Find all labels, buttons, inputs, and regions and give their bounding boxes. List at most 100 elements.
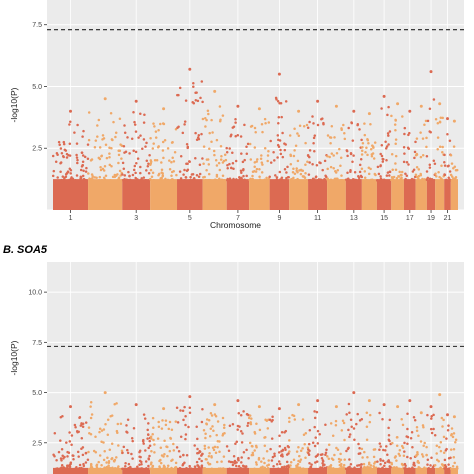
snp-point [248,441,252,445]
snp-point [358,419,362,422]
snp-point [243,123,246,127]
snp-point [398,448,402,452]
snp-point [446,165,450,168]
snp-point [377,172,381,176]
snp-point [93,146,97,149]
snp-point [203,447,207,450]
snp-point [214,451,218,455]
snp-point [391,441,394,445]
snp-point [275,178,279,181]
snp-point [435,458,439,462]
snp-point [152,142,155,145]
snp-point [214,159,218,162]
snp-point [307,451,310,455]
snp-point [222,426,226,430]
snp-point [179,154,183,158]
snp-point [413,156,416,160]
snp-point [316,453,320,456]
snp-point [425,145,428,149]
snp-point [139,134,142,137]
snp-point [232,455,236,458]
snp-point [101,138,104,141]
snp-point [414,454,418,458]
snp-point [400,444,404,448]
snp-point [80,466,83,470]
snp-point [248,414,252,417]
snp-point [429,464,432,467]
snp-point [424,119,428,123]
snp-point [197,451,200,455]
snp-point [360,167,364,170]
snp-point [277,122,280,125]
snp-point [114,135,117,139]
snp-point [57,450,61,454]
snp-point [298,169,301,172]
snp-point [263,147,267,150]
snp-point [106,418,110,421]
snp-point [250,453,254,457]
snp-point [122,178,125,182]
snp-point [215,173,219,177]
chromosome-20-points [434,102,445,210]
snp-point [240,441,244,444]
snp-point [139,165,142,169]
snp-point [318,433,321,436]
snp-point [196,464,200,467]
snp-point [362,462,366,466]
snp-point [432,179,436,182]
snp-point [278,445,282,448]
snp-point [348,433,352,436]
snp-point [255,167,259,171]
snp-point [351,139,355,142]
chromosome-4-dense-band [150,179,178,210]
snp-point [365,411,369,414]
snp-point [80,436,84,440]
snp-point [87,172,90,175]
snp-point [314,436,317,439]
snp-point [279,102,283,105]
snp-point [260,171,264,174]
snp-point [183,461,186,464]
snp-point [331,434,335,437]
snp-point [276,156,279,159]
snp-point [162,455,165,458]
snp-point [79,176,83,180]
snp-point [280,115,283,119]
snp-point [260,467,264,471]
snp-point [326,466,330,470]
snp-point [181,409,185,412]
snp-point [416,459,420,463]
snp-point [89,405,92,408]
snp-point [231,151,234,155]
snp-point [438,121,442,124]
snp-point [122,445,126,449]
snp-point [133,164,137,168]
snp-point [205,118,208,122]
snp-point [198,449,201,453]
snp-point [127,170,130,174]
snp-point [435,452,438,455]
snp-point [56,467,59,470]
snp-point [86,458,90,461]
snp-point [426,413,429,417]
snp-point [80,422,83,425]
snp-point [163,453,166,456]
snp-point [222,178,226,182]
snp-point [296,132,299,135]
snp-point [347,126,350,130]
snp-point [304,456,307,460]
snp-point [432,159,436,162]
snp-point [117,176,121,179]
snp-point [75,174,79,177]
snp-point [176,421,180,424]
snp-point [438,445,441,449]
snp-point [373,448,377,451]
snp-point [163,439,166,443]
snp-point [139,112,142,116]
snp-point [264,122,267,125]
snp-point [284,429,288,433]
snp-point [235,178,238,181]
snp-point [371,152,375,155]
snp-point [441,145,444,149]
snp-point [430,456,433,459]
